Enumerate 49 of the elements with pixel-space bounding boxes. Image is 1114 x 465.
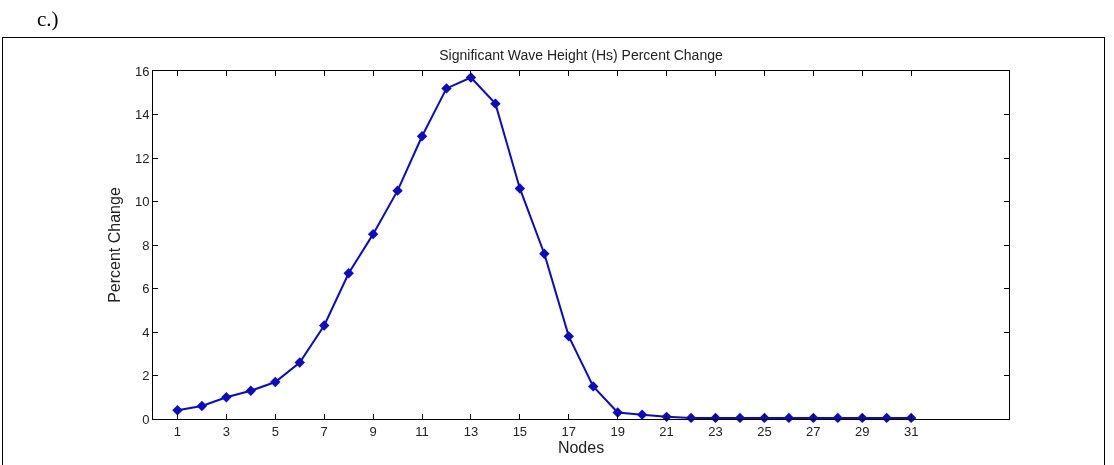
- point: [221, 392, 232, 403]
- chart-title: Significant Wave Height (Hs) Percent Change: [439, 47, 723, 64]
- y-tick-label: 0: [142, 411, 150, 427]
- point: [685, 412, 697, 424]
- x-tick-label: 29: [855, 423, 870, 439]
- x-tick-label: 1: [173, 423, 182, 439]
- x-tick-label: 17: [561, 423, 576, 439]
- point: [490, 98, 501, 109]
- point: [172, 405, 183, 416]
- x-tick-label: 7: [320, 423, 328, 439]
- y-tick-label: 16: [134, 63, 150, 79]
- x-tick-label: 27: [806, 423, 821, 439]
- point: [416, 131, 428, 142]
- point: [294, 357, 305, 368]
- point: [343, 268, 354, 279]
- y-axis-title: Percent Change: [105, 187, 123, 303]
- x-tick-label: 31: [903, 423, 919, 439]
- point: [514, 183, 526, 194]
- point: [563, 331, 574, 342]
- point: [441, 83, 452, 94]
- x-tick-label: 13: [463, 423, 479, 439]
- point: [392, 185, 403, 196]
- x-tick-label: 15: [512, 423, 528, 439]
- point: [539, 248, 550, 259]
- x-tick-label: 11: [415, 423, 429, 439]
- point: [367, 228, 379, 240]
- y-tick-label: 12: [134, 150, 150, 166]
- point: [612, 407, 623, 418]
- y-tick-label: 14: [134, 107, 150, 123]
- y-tick-label: 6: [142, 281, 150, 297]
- point: [270, 376, 281, 388]
- x-tick-label: 19: [610, 423, 625, 439]
- y-tick-label: 8: [142, 237, 150, 253]
- x-tick-label: 3: [222, 423, 230, 439]
- x-tick-label: 25: [757, 423, 772, 439]
- x-axis-title: Nodes: [557, 438, 605, 456]
- x-tick-label: 5: [271, 423, 279, 439]
- y-tick-label: 10: [134, 194, 150, 210]
- point: [245, 385, 257, 396]
- y-tick-label: 2: [142, 368, 150, 384]
- y-tick-label: 4: [142, 324, 150, 340]
- text: c.): [37, 7, 59, 31]
- point: [588, 381, 599, 392]
- point: [319, 320, 330, 331]
- point: [196, 400, 208, 412]
- x-tick-label: 21: [659, 423, 674, 439]
- x-tick-label: 23: [708, 423, 723, 439]
- point: [636, 409, 648, 420]
- x-tick-label: 9: [369, 423, 377, 439]
